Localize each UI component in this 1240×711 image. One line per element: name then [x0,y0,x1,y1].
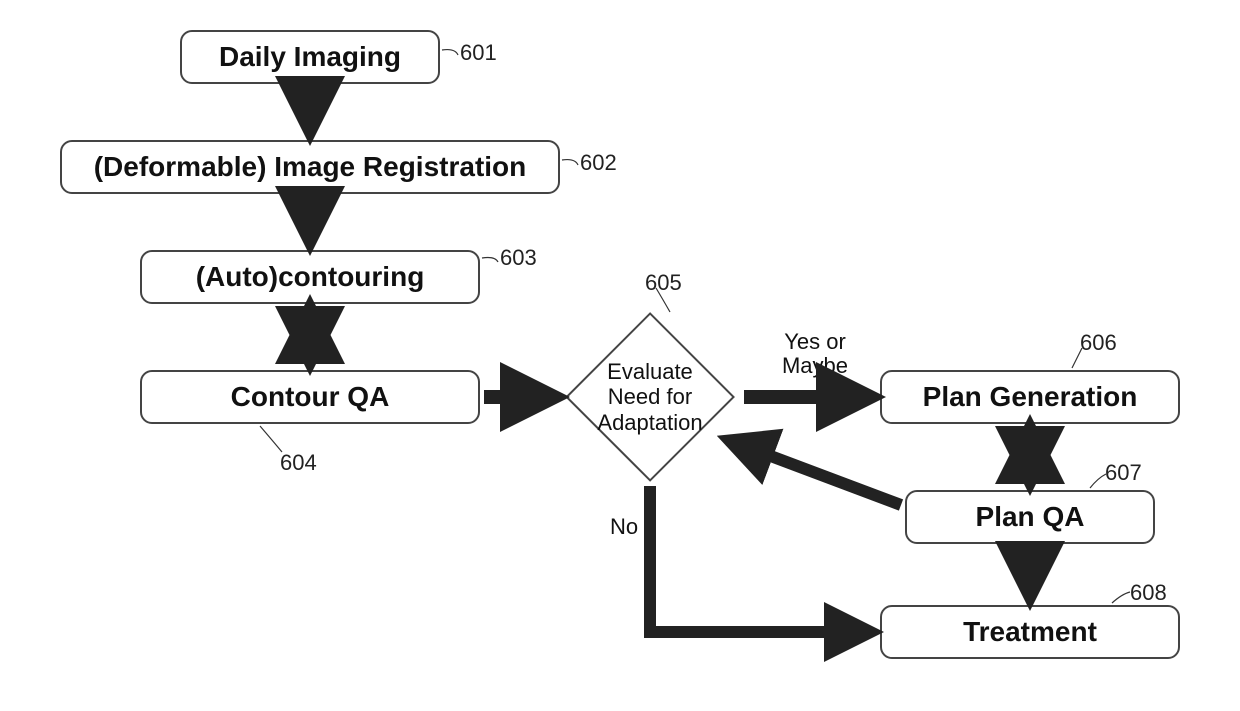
process-autocontouring: (Auto)contouring [140,250,480,304]
process-plan-qa: Plan QA [905,490,1155,544]
ref-number: 601 [460,40,497,66]
ref-number: 607 [1105,460,1142,486]
decision-label: Evaluate Need for Adaptation [565,312,735,482]
process-plan-generation: Plan Generation [880,370,1180,424]
process-contour-qa: Contour QA [140,370,480,424]
process-treatment: Treatment [880,605,1180,659]
flowchart-stage: Daily Imaging (Deformable) Image Registr… [0,0,1240,711]
process-label: Plan QA [976,501,1085,533]
ref-number: 602 [580,150,617,176]
process-label: Daily Imaging [219,41,401,73]
process-image-registration: (Deformable) Image Registration [60,140,560,194]
process-label: (Deformable) Image Registration [94,151,527,183]
ref-number: 606 [1080,330,1117,356]
edge-label-yes-maybe: Yes or Maybe [770,330,860,378]
process-label: Plan Generation [923,381,1138,413]
process-label: Treatment [963,616,1097,648]
process-daily-imaging: Daily Imaging [180,30,440,84]
ref-number: 603 [500,245,537,271]
process-label: (Auto)contouring [196,261,425,293]
edge-label-no: No [610,515,638,539]
ref-number: 605 [645,270,682,296]
ref-number: 608 [1130,580,1167,606]
process-label: Contour QA [231,381,390,413]
ref-number: 604 [280,450,317,476]
